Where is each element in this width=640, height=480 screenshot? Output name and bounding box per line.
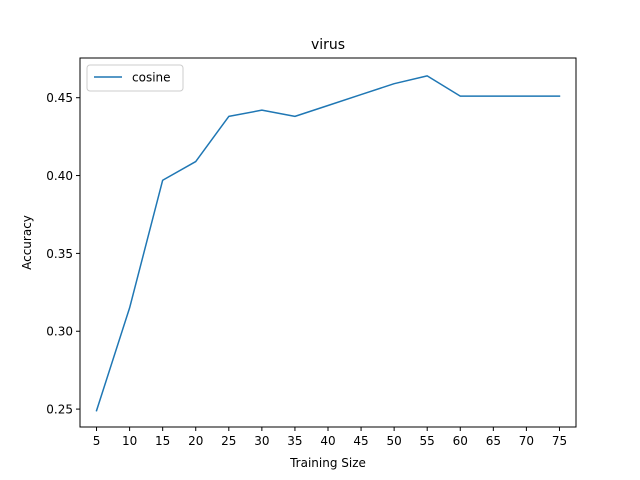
y-tick-label: 0.35 [46,247,73,261]
plot-area [95,75,561,412]
y-axis-label: Accuracy [20,215,34,270]
x-tick-label: 35 [287,434,302,448]
x-axis: 5 10 15 20 25 30 35 40 45 50 55 60 65 70 75 [93,427,567,448]
legend-label-cosine: cosine [132,71,171,85]
x-tick-label: 60 [453,434,468,448]
x-axis-label: Training Size [289,456,366,470]
chart-title: virus [311,37,345,53]
legend-box [86,64,184,92]
y-tick-label: 0.40 [46,169,73,183]
y-tick-label: 0.30 [46,325,73,339]
x-tick-label: 15 [155,434,170,448]
x-tick-label: 20 [188,434,203,448]
y-tick-label: 0.25 [46,403,73,417]
x-tick-label: 5 [93,434,101,448]
x-tick-label: 75 [552,434,567,448]
x-tick-label: 45 [353,434,368,448]
y-tick-label: 0.45 [46,91,73,105]
series-line-cosine [95,75,561,412]
x-tick-label: 50 [386,434,401,448]
x-tick-label: 65 [486,434,501,448]
x-tick-label: 10 [122,434,137,448]
y-axis: 0.25 0.30 0.35 0.40 0.45 [46,91,80,417]
x-tick-label: 40 [320,434,335,448]
x-tick-label: 30 [254,434,269,448]
x-tick-label: 55 [420,434,435,448]
legend: cosine [86,64,184,92]
x-tick-label: 70 [519,434,534,448]
x-tick-label: 25 [221,434,236,448]
